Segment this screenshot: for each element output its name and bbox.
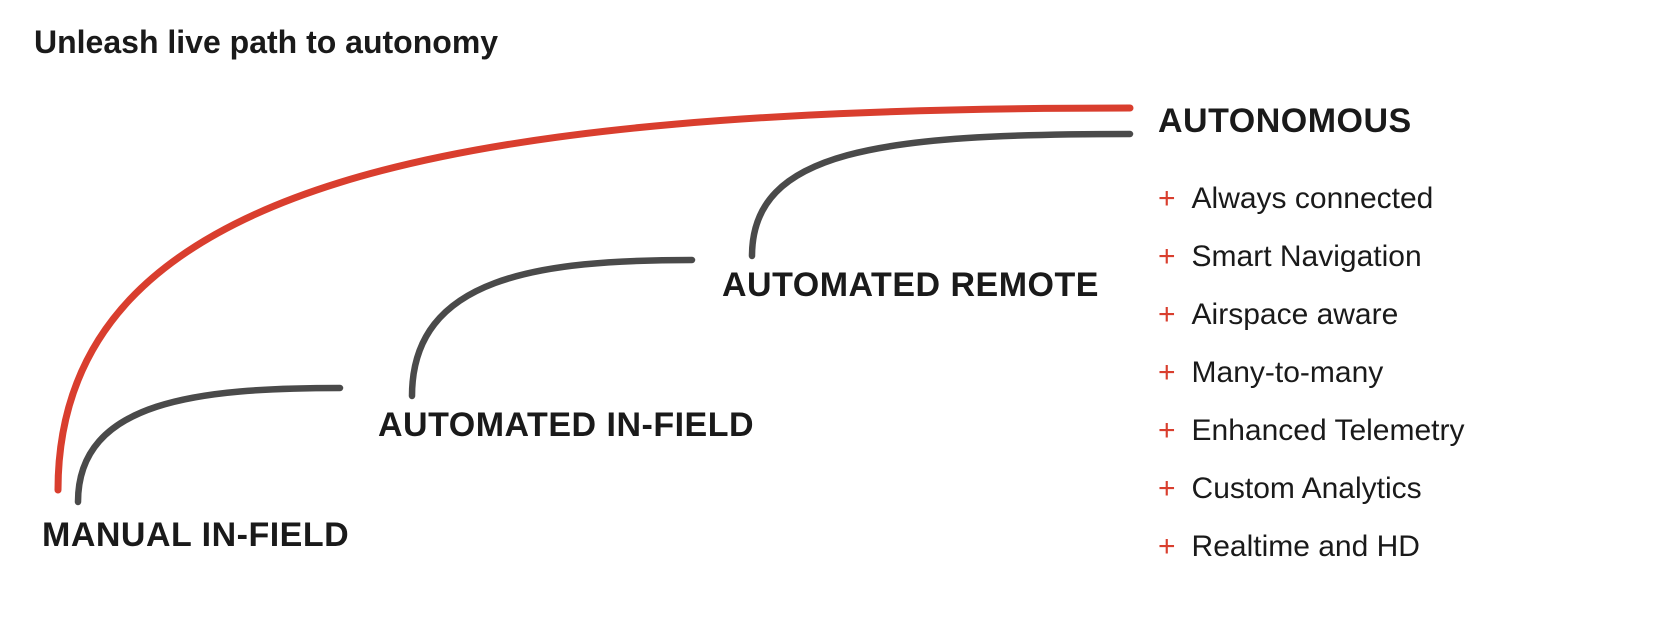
feature-item: + Custom Analytics bbox=[1158, 460, 1464, 518]
plus-icon: + bbox=[1158, 242, 1176, 272]
stage-label-0: MANUAL IN-FIELD bbox=[42, 516, 349, 555]
feature-item: + Many-to-many bbox=[1158, 344, 1464, 402]
stage-label-1: AUTOMATED IN-FIELD bbox=[378, 406, 754, 445]
diagram-container: { "title": { "text": "Unleash live path … bbox=[0, 0, 1658, 628]
feature-text: Many-to-many bbox=[1192, 358, 1384, 388]
features-list: + Always connected + Smart Navigation + … bbox=[1158, 170, 1464, 576]
feature-text: Smart Navigation bbox=[1192, 242, 1422, 272]
stage-label-3: AUTONOMOUS bbox=[1158, 102, 1412, 141]
feature-item: + Realtime and HD bbox=[1158, 518, 1464, 576]
plus-icon: + bbox=[1158, 532, 1176, 562]
feature-text: Always connected bbox=[1192, 184, 1434, 214]
plus-icon: + bbox=[1158, 416, 1176, 446]
feature-item: + Smart Navigation bbox=[1158, 228, 1464, 286]
secondary-curve-1 bbox=[412, 260, 692, 396]
secondary-curve-0 bbox=[78, 388, 340, 502]
feature-text: Custom Analytics bbox=[1192, 474, 1422, 504]
feature-text: Enhanced Telemetry bbox=[1192, 416, 1465, 446]
feature-item: + Enhanced Telemetry bbox=[1158, 402, 1464, 460]
feature-item: + Always connected bbox=[1158, 170, 1464, 228]
secondary-curve-2 bbox=[752, 134, 1130, 256]
feature-text: Realtime and HD bbox=[1192, 532, 1420, 562]
feature-text: Airspace aware bbox=[1192, 300, 1399, 330]
plus-icon: + bbox=[1158, 184, 1176, 214]
feature-item: + Airspace aware bbox=[1158, 286, 1464, 344]
plus-icon: + bbox=[1158, 474, 1176, 504]
plus-icon: + bbox=[1158, 358, 1176, 388]
plus-icon: + bbox=[1158, 300, 1176, 330]
stage-label-2: AUTOMATED REMOTE bbox=[722, 266, 1099, 305]
